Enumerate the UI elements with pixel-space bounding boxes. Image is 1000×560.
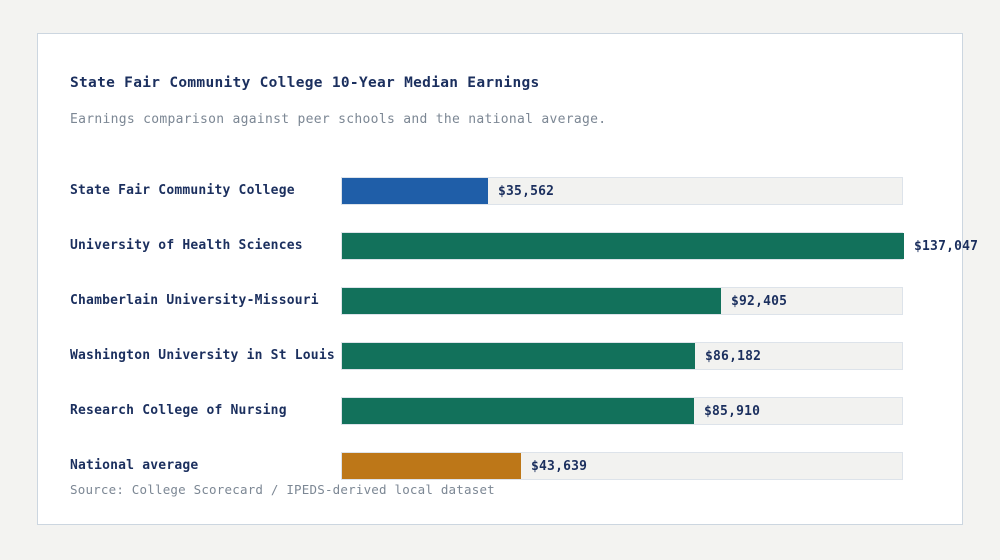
bar-track: $85,910	[341, 397, 903, 425]
bar-track: $137,047	[341, 232, 978, 260]
table-row[interactable]: University of Health Sciences $137,047	[38, 232, 978, 260]
bar-category-label: University of Health Sciences	[70, 238, 303, 253]
table-row[interactable]: Washington University in St Louis $86,182	[38, 342, 962, 370]
page-title: State Fair Community College 10-Year Med…	[70, 75, 540, 91]
table-row[interactable]: Research College of Nursing $85,910	[38, 397, 962, 425]
bar-category-label: Washington University in St Louis	[70, 348, 335, 363]
bar-fill	[342, 178, 488, 204]
table-row[interactable]: National average $43,639	[38, 452, 962, 480]
chart-subtitle: Earnings comparison against peer schools…	[70, 112, 607, 127]
bar-track: $86,182	[341, 342, 903, 370]
bar-fill	[342, 453, 521, 479]
table-row[interactable]: State Fair Community College $35,562	[38, 177, 962, 205]
bar-value-label: $43,639	[531, 459, 588, 474]
bar-track: $92,405	[341, 287, 903, 315]
chart-card: State Fair Community College 10-Year Med…	[37, 33, 978, 525]
bar-value-label: $137,047	[914, 239, 979, 254]
bar-category-label: National average	[70, 458, 199, 473]
bar-category-label: State Fair Community College	[70, 183, 295, 198]
bar-fill	[342, 233, 904, 259]
bar-value-label: $35,562	[498, 184, 555, 199]
chart-source-note: Source: College Scorecard / IPEDS-derive…	[70, 482, 495, 497]
bar-track: $43,639	[341, 452, 903, 480]
bar-fill	[342, 288, 721, 314]
bar-fill	[342, 398, 694, 424]
bar-fill	[342, 343, 695, 369]
bar-value-label: $86,182	[705, 349, 762, 364]
table-row[interactable]: Chamberlain University-Missouri $92,405	[38, 287, 962, 315]
bar-track: $35,562	[341, 177, 903, 205]
bar-category-label: Research College of Nursing	[70, 403, 287, 418]
bar-category-label: Chamberlain University-Missouri	[70, 293, 319, 308]
bar-value-label: $92,405	[731, 294, 788, 309]
bar-value-label: $85,910	[704, 404, 761, 419]
